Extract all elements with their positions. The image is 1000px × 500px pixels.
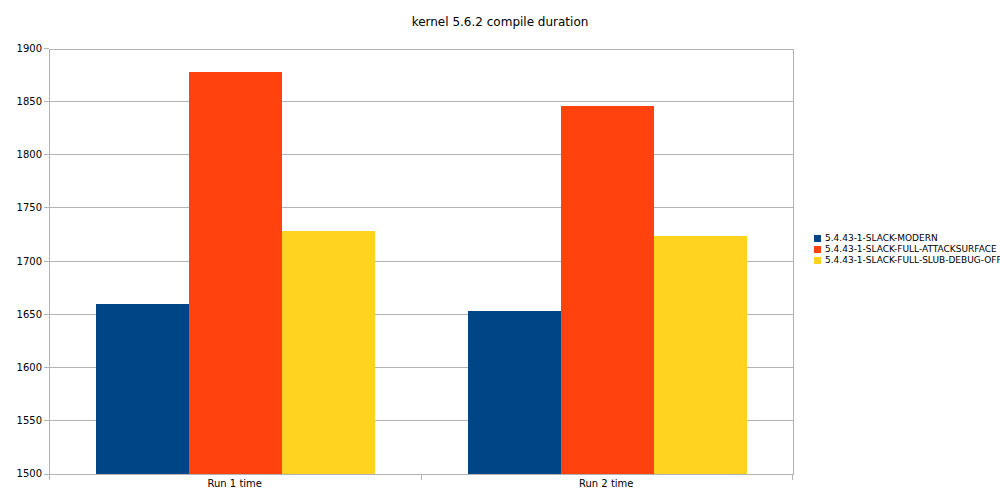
x-category-label: Run 2 time	[536, 478, 676, 490]
y-tick-label: 1650	[0, 309, 42, 321]
y-tick-label: 1850	[0, 96, 42, 108]
gridline	[50, 101, 793, 102]
legend-item: 5.4.43-1-SLACK-FULL-SLUB-DEBUG-OFF	[814, 255, 1000, 266]
y-tick-mark	[44, 261, 49, 262]
y-tick-mark	[44, 420, 49, 421]
legend-marker	[814, 235, 821, 242]
y-tick-label: 1900	[0, 43, 42, 55]
y-tick-mark	[44, 314, 49, 315]
y-tick-mark	[44, 207, 49, 208]
x-tick-mark	[792, 475, 793, 480]
y-tick-mark	[44, 367, 49, 368]
y-tick-label: 1600	[0, 362, 42, 374]
bar-series-0-cat-0	[96, 304, 189, 474]
y-tick-label: 1500	[0, 468, 42, 480]
x-tick-mark	[421, 475, 422, 480]
bar-series-2-cat-1	[654, 236, 747, 474]
legend-label: 5.4.43-1-SLACK-FULL-SLUB-DEBUG-OFF	[825, 255, 1000, 266]
legend: 5.4.43-1-SLACK-MODERN5.4.43-1-SLACK-FULL…	[814, 233, 1000, 266]
y-tick-label: 1550	[0, 415, 42, 427]
legend-label: 5.4.43-1-SLACK-FULL-ATTACKSURFACE	[825, 244, 997, 255]
legend-marker	[814, 246, 821, 253]
y-tick-label: 1750	[0, 202, 42, 214]
bar-series-1-cat-1	[561, 106, 654, 474]
legend-label: 5.4.43-1-SLACK-MODERN	[825, 233, 938, 244]
plot-area	[49, 49, 794, 475]
chart-title: kernel 5.6.2 compile duration	[0, 15, 1000, 29]
legend-item: 5.4.43-1-SLACK-MODERN	[814, 233, 1000, 244]
y-tick-mark	[44, 154, 49, 155]
y-tick-label: 1700	[0, 256, 42, 268]
bar-series-1-cat-0	[189, 72, 282, 474]
y-tick-mark	[44, 48, 49, 49]
gridline	[50, 154, 793, 155]
legend-item: 5.4.43-1-SLACK-FULL-ATTACKSURFACE	[814, 244, 1000, 255]
gridline	[50, 207, 793, 208]
gridline	[50, 49, 793, 50]
y-tick-label: 1800	[0, 149, 42, 161]
x-tick-mark	[49, 475, 50, 480]
legend-marker	[814, 257, 821, 264]
chart-canvas: kernel 5.6.2 compile duration 1500 1550 16…	[0, 0, 1000, 500]
y-tick-mark	[44, 101, 49, 102]
bar-series-2-cat-0	[282, 231, 375, 474]
bar-series-0-cat-1	[468, 311, 561, 474]
x-category-label: Run 1 time	[165, 478, 305, 490]
